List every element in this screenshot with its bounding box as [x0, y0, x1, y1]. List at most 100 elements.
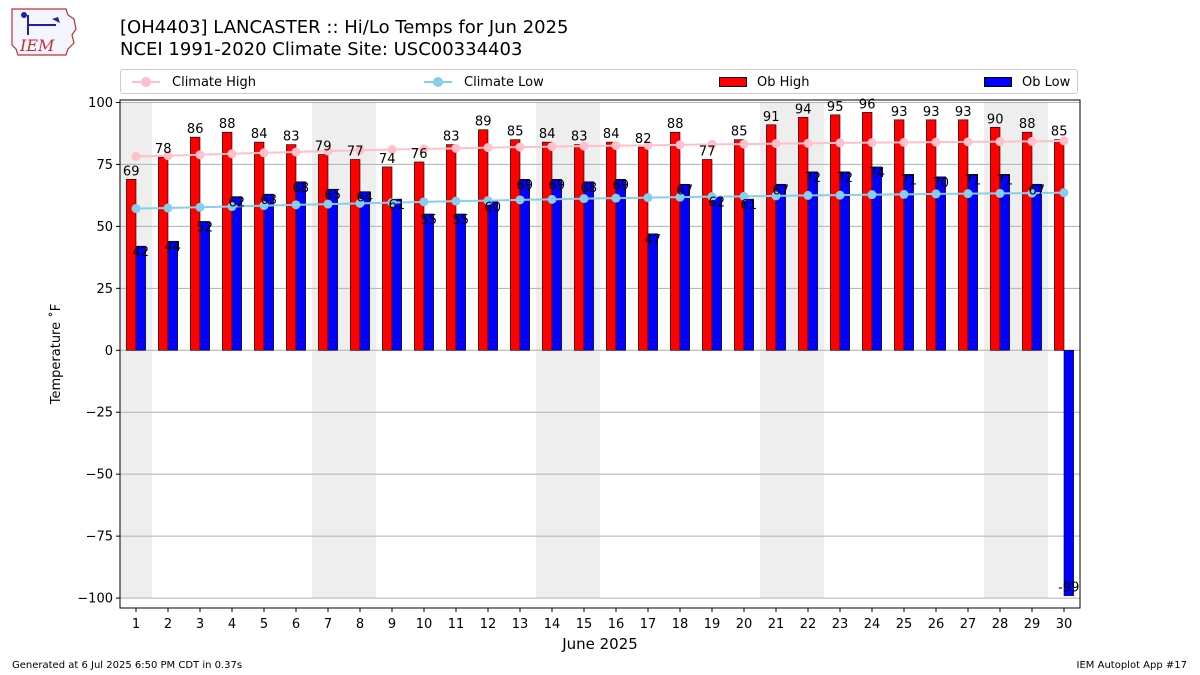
ob-low-bar — [231, 196, 242, 351]
footer-app: IEM Autoplot App #17 — [1076, 660, 1187, 671]
x-tick-label: 26 — [928, 617, 945, 632]
ob-high-bar — [766, 124, 777, 351]
y-tick-label: −100 — [77, 592, 113, 607]
ob-high-bar — [350, 159, 361, 351]
ob-low-label: 74 — [869, 166, 886, 181]
x-tick-label: 3 — [196, 617, 204, 632]
ob-high-label: 84 — [603, 127, 620, 142]
ob-high-bar — [382, 166, 393, 351]
climate-low-point — [899, 189, 909, 199]
ob-low-bar — [167, 240, 178, 351]
ob-low-bar — [583, 181, 594, 351]
climate-low-point — [195, 202, 205, 212]
ob-high-label: 78 — [155, 142, 172, 157]
x-tick-label: 16 — [608, 617, 625, 632]
plot-frame — [119, 99, 1081, 609]
ob-low-bar — [487, 201, 498, 351]
chart-title: [OH4403] LANCASTER :: Hi/Lo Temps for Ju… — [120, 17, 569, 61]
climate-high-point — [899, 137, 909, 147]
ob-high-bar — [926, 119, 937, 351]
ob-low-label: 62 — [709, 196, 726, 211]
ob-low-bar — [327, 188, 338, 351]
ob-low-bar — [455, 213, 466, 351]
ob-high-bar — [670, 131, 681, 351]
x-tick-label: 22 — [800, 617, 817, 632]
ob-high-label: 91 — [763, 110, 780, 125]
climate-low-point — [675, 192, 685, 202]
ob-high-bar — [1054, 139, 1065, 351]
ob-high-bar — [798, 117, 809, 351]
title-line-1: [OH4403] LANCASTER :: Hi/Lo Temps for Ju… — [120, 17, 569, 38]
climate-low-point — [579, 194, 589, 204]
y-tick-label: −25 — [86, 406, 113, 421]
ob-low-label: 42 — [133, 245, 150, 260]
ob-high-label: 74 — [379, 152, 396, 167]
ob-low-label: 61 — [741, 198, 758, 213]
x-tick-label: 23 — [832, 617, 849, 632]
ob-high-label: 88 — [219, 117, 236, 132]
x-tick-label: 24 — [864, 617, 881, 632]
ob-low-bar — [423, 213, 434, 351]
ob-high-label: 85 — [1051, 125, 1068, 140]
ob-low-label: 69 — [613, 178, 630, 193]
ob-low-label: 60 — [485, 201, 502, 216]
ob-high-bar — [478, 129, 489, 351]
ob-low-label: 70 — [933, 176, 950, 191]
ob-low-label: 67 — [773, 183, 790, 198]
x-tick-label: 25 — [896, 617, 913, 632]
climate-high-point — [867, 138, 877, 148]
ob-high-bar — [958, 119, 969, 351]
climate-low-point — [995, 188, 1005, 198]
ob-high-label: 96 — [859, 97, 876, 112]
ob-low-bar — [199, 221, 210, 351]
climate-low-point — [835, 190, 845, 200]
x-tick-label: 14 — [544, 617, 561, 632]
ob-low-label: 44 — [165, 240, 182, 255]
x-tick-label: 5 — [260, 617, 268, 632]
climate-low-point — [1027, 188, 1037, 198]
climate-low-point — [131, 204, 141, 214]
ob-low-label: 64 — [357, 191, 374, 206]
ob-high-label: 93 — [955, 105, 972, 120]
climate-low-point — [323, 199, 333, 209]
legend-label-ob-low: Ob Low — [1022, 74, 1071, 90]
climate-high-point — [387, 145, 397, 155]
climate-high-point — [195, 150, 205, 160]
ob-low-bar — [551, 178, 562, 351]
climate-low-point — [707, 192, 717, 202]
climate-high-point — [611, 141, 621, 151]
x-tick-label: 30 — [1056, 617, 1073, 632]
ob-high-bar — [734, 139, 745, 351]
ob-high-bar — [446, 144, 457, 351]
climate-low-point — [355, 198, 365, 208]
ob-high-label: 93 — [923, 105, 940, 120]
ob-high-label: 90 — [987, 112, 1004, 127]
ob-high-bar — [830, 114, 841, 351]
ob-high-label: 84 — [251, 127, 268, 142]
legend-label-climate-high: Climate High — [172, 74, 257, 90]
ob-low-bar — [903, 174, 914, 351]
climate-high-legend-swatch — [132, 77, 160, 87]
climate-high-point — [1027, 136, 1037, 146]
climate-low-point — [963, 189, 973, 199]
ob-high-bar — [542, 141, 553, 351]
ob-low-bar — [647, 233, 658, 351]
climate-low-point — [867, 190, 877, 200]
ob-high-bar — [574, 144, 585, 351]
ob-low-label: 72 — [837, 171, 854, 186]
ob-low-label: 71 — [997, 173, 1014, 188]
legend-label-climate-low: Climate Low — [464, 74, 544, 90]
ob-low-legend-swatch — [984, 77, 1012, 87]
x-tick-label: 8 — [356, 617, 364, 632]
x-tick-label: 29 — [1024, 617, 1041, 632]
ob-high-label: 69 — [123, 164, 140, 179]
climate-high-point — [835, 138, 845, 148]
climate-high-point — [643, 140, 653, 150]
climate-high-point — [771, 139, 781, 149]
y-tick-label: −75 — [86, 530, 113, 545]
climate-high-point — [259, 148, 269, 158]
ob-high-bar — [862, 112, 873, 351]
ob-high-bar — [414, 161, 425, 351]
x-tick-label: 1 — [132, 617, 140, 632]
climate-low-point — [483, 196, 493, 206]
